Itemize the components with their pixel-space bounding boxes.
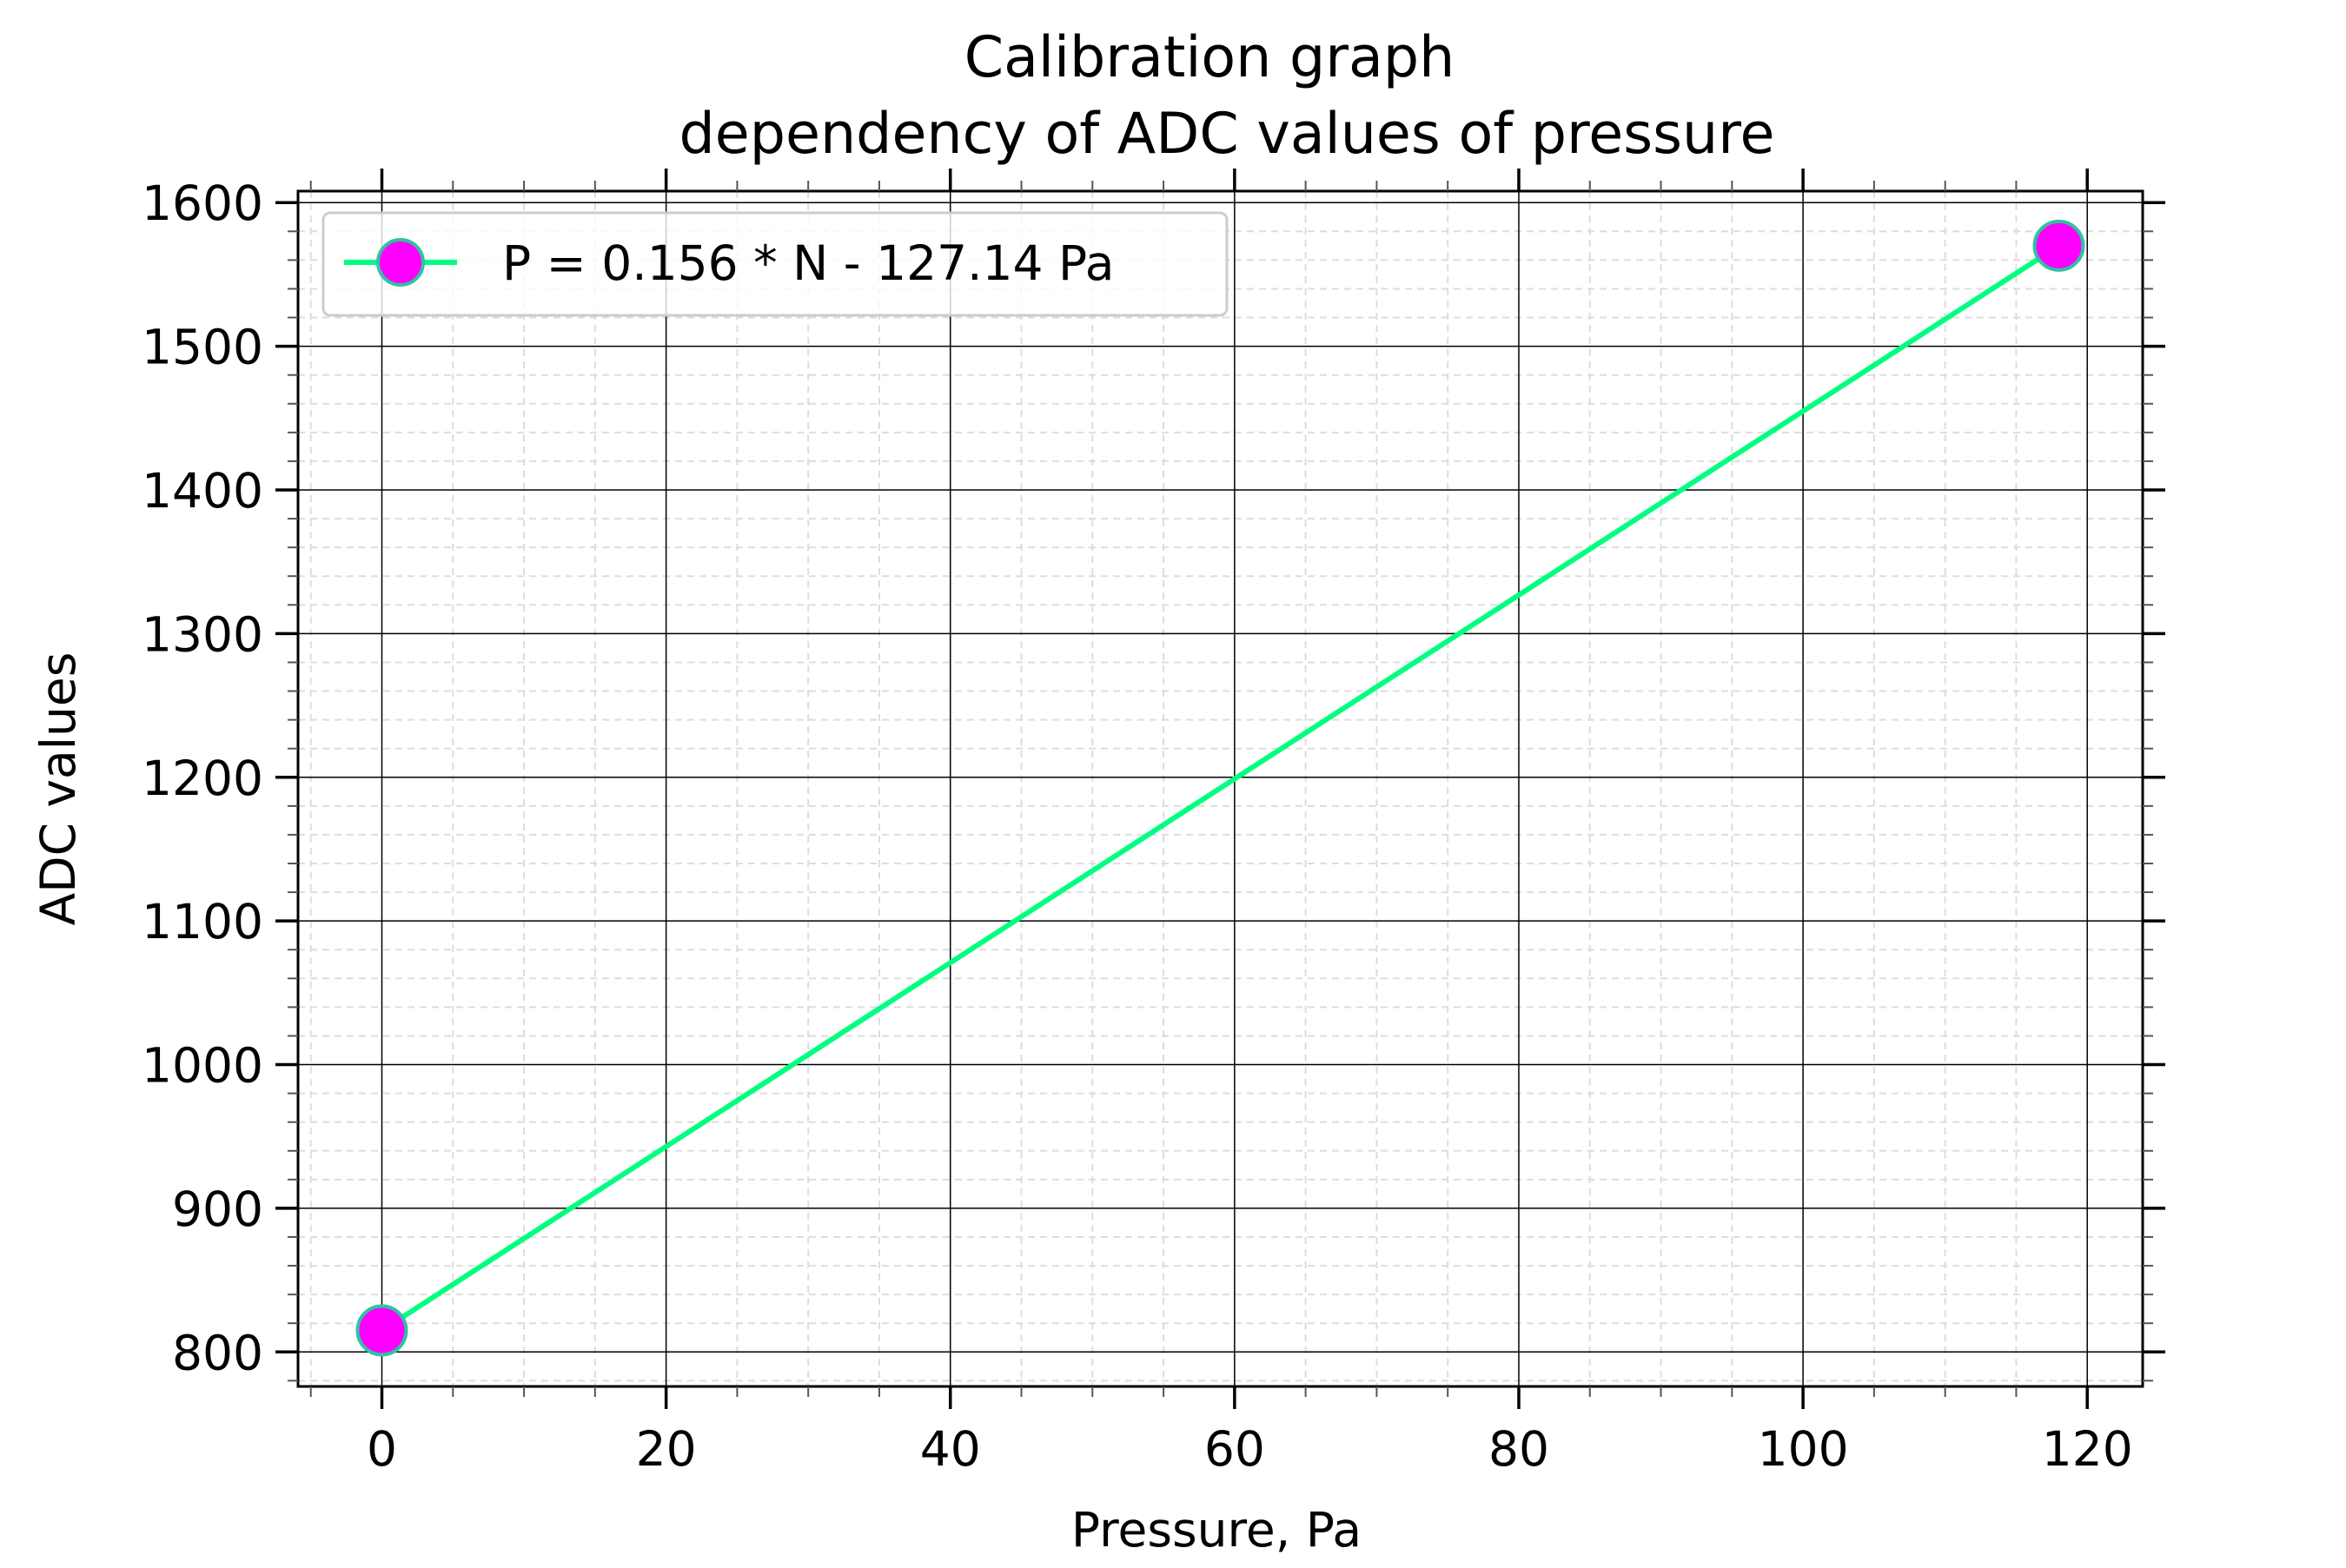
- x-tick-label: 40: [920, 1421, 981, 1477]
- major-grid: [298, 191, 2143, 1386]
- x-tick-label: 100: [1758, 1421, 1849, 1477]
- legend: P = 0.156 * N - 127.14 Pa: [321, 211, 1229, 317]
- plot-frame: [296, 189, 2144, 1388]
- y-tick-label: 1200: [142, 751, 263, 806]
- chart-subtitle: dependency of ADC values of pressure: [679, 102, 1774, 167]
- minor-grid: [298, 191, 2143, 1386]
- x-axis-label: Pressure, Pa: [1071, 1502, 1362, 1558]
- chart-title: Calibration graph: [964, 25, 1455, 90]
- data-point: [2032, 219, 2085, 272]
- x-tick-labels: 0 20 40 60 80 100 120: [367, 1421, 2133, 1477]
- data-point: [355, 1304, 408, 1357]
- axis-ticks: [275, 169, 2165, 1409]
- x-tick-label: 120: [2042, 1421, 2133, 1477]
- x-tick-label: 80: [1488, 1421, 1549, 1477]
- y-tick-labels: 800 900 1000 1100 1200 1300 1400 1500 1600: [142, 175, 263, 1380]
- legend-entry-label: P = 0.156 * N - 127.14 Pa: [502, 235, 1114, 291]
- y-tick-label: 1500: [142, 320, 263, 375]
- y-tick-label: 1600: [142, 175, 263, 231]
- y-tick-label: 1300: [142, 606, 263, 662]
- x-tick-label: 20: [636, 1421, 697, 1477]
- y-tick-label: 1100: [142, 894, 263, 949]
- legend-box: [321, 211, 1229, 317]
- x-tick-label: 60: [1204, 1421, 1265, 1477]
- series-layer: [355, 219, 2085, 1357]
- y-tick-label: 900: [172, 1181, 263, 1237]
- y-tick-label: 1000: [142, 1038, 263, 1094]
- series-line: [380, 243, 2061, 1333]
- y-tick-label: 800: [172, 1325, 263, 1380]
- legend-marker-swatch: [376, 238, 425, 287]
- y-axis-label: ADC values: [30, 652, 86, 926]
- x-tick-label: 0: [367, 1421, 397, 1477]
- y-tick-label: 1400: [142, 463, 263, 519]
